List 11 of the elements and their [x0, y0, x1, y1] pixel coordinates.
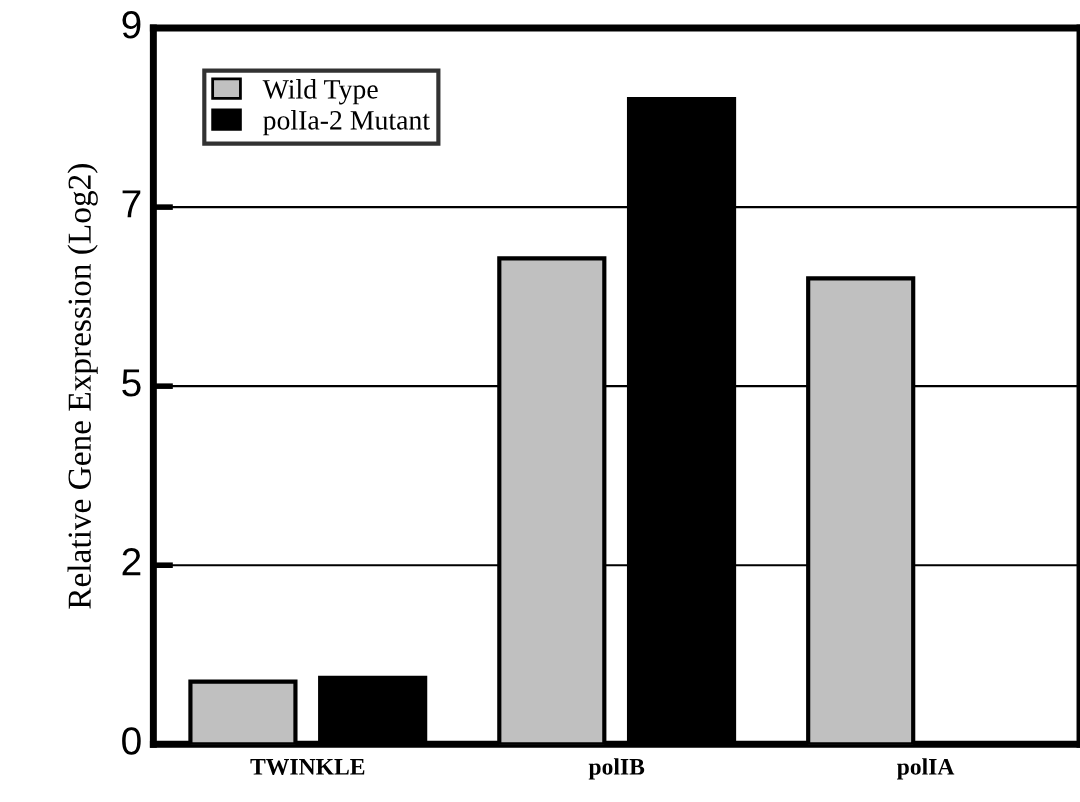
x-tick-label: polIB: [588, 758, 645, 780]
text: 2: [122, 548, 141, 576]
legend-label: polIa-2 Mutant: [263, 110, 430, 136]
text: 7: [122, 190, 141, 218]
legend-label: Wild Type: [262, 79, 378, 105]
text: 5: [122, 369, 141, 397]
y-axis-title: Relative Gene Expression (Log2): [67, 164, 98, 609]
x-tick-label: TWINKLE: [250, 759, 365, 775]
text: 0: [122, 727, 141, 755]
text: 9: [122, 10, 141, 39]
x-tick-label: polIA: [896, 758, 955, 780]
